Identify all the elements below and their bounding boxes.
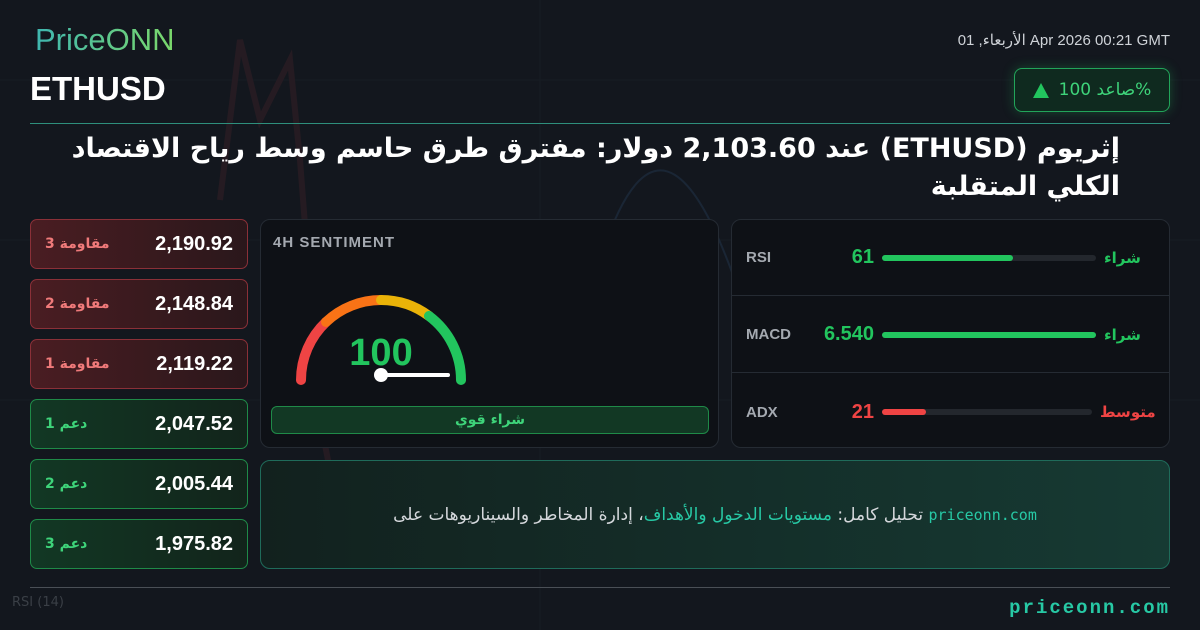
cta-site: priceonn.com — [928, 505, 1037, 524]
indicator-signal: شراء — [1104, 325, 1141, 344]
gauge-pivot — [374, 368, 388, 382]
level-label: دعم 1 — [45, 416, 88, 432]
resistance-level: مقاومة 2 2,148.84 — [30, 279, 248, 329]
timestamp: 01 ,الأربعاء Apr 2026 00:21 GMT — [957, 32, 1170, 49]
trend-badge: %صاعد 100 — [1014, 68, 1170, 112]
indicator-signal: متوسط — [1100, 403, 1156, 421]
indicator-value: 61 — [851, 246, 874, 268]
level-value: 1,975.82 — [155, 532, 233, 555]
level-value: 2,005.44 — [155, 472, 233, 495]
cta-entry-link[interactable]: مستويات الدخول والأهداف — [643, 504, 832, 525]
level-label: دعم 2 — [45, 476, 88, 492]
gauge-red-segment — [296, 317, 331, 385]
indicator-name: RSI — [746, 249, 772, 266]
indicator-row-adx: ADX 21 متوسط — [732, 374, 1169, 447]
priceonn-logo: PriceONN — [35, 22, 175, 57]
level-label: دعم 3 — [45, 536, 88, 552]
sentiment-value: 100 — [349, 332, 413, 374]
indicator-bar — [882, 331, 1096, 338]
header-divider — [30, 123, 1170, 124]
support-level: دعم 2 2,005.44 — [30, 459, 248, 509]
level-value: 2,190.92 — [155, 232, 233, 255]
indicator-row-macd: MACD 6.540 شراء — [732, 297, 1169, 373]
trend-badge-label: %صاعد 100 — [1058, 80, 1152, 100]
indicator-bar-fill — [882, 409, 927, 415]
rsi-label: RSI — [12, 595, 34, 610]
symbol-title: ETHUSD — [30, 70, 166, 107]
resistance-level: مقاومة 1 2,119.22 — [30, 339, 248, 389]
indicator-value: 21 — [851, 400, 874, 423]
gauge-orange-segment — [321, 295, 386, 327]
indicator-bar-fill — [882, 331, 1096, 338]
level-value: 2,119.22 — [156, 352, 233, 375]
indicator-value: 6.540 — [823, 323, 874, 345]
triangle-up-icon — [1032, 82, 1049, 98]
indicator-bar-fill — [882, 254, 1013, 261]
cta-text-2: ، إدارة المخاطر والسيناريوهات على — [393, 504, 644, 525]
indicator-bar — [882, 409, 1092, 415]
sentiment-heading: 4H SENTIMENT — [273, 234, 396, 251]
support-level: دعم 3 1,975.82 — [30, 519, 248, 569]
indicator-row-rsi: RSI 61 شراء — [732, 220, 1169, 296]
level-label: مقاومة 2 — [45, 296, 110, 312]
indicator-name: MACD — [746, 326, 791, 343]
headline: إثريوم (ETHUSD) عند 2,103.60 دولار: مفتر… — [71, 133, 1120, 202]
support-level: دعم 1 2,047.52 — [30, 399, 248, 449]
footer-site[interactable]: priceonn.com — [1009, 597, 1170, 619]
rsi-period: (14) — [37, 595, 64, 610]
indicators-card: RSI 61 شراء MACD 6.540 شراء ADX 21 متوسط — [731, 219, 1170, 448]
resistance-level: مقاومة 3 2,190.92 — [30, 219, 248, 269]
background-rsi-label: RSI (14) — [12, 595, 64, 610]
gauge-green-segment — [424, 311, 466, 385]
full-analysis-link[interactable]: priceonn.com تحليل كامل: مستويات الدخول … — [260, 460, 1170, 569]
cta-text: تحليل كامل: — [831, 504, 929, 525]
level-value: 2,047.52 — [155, 412, 233, 435]
indicator-bar — [882, 254, 1096, 261]
sentiment-card: 4H SENTIMENT 100 شراء قوي — [260, 219, 719, 448]
sentiment-verdict: شراء قوي — [271, 406, 709, 434]
sentiment-gauge — [296, 295, 466, 385]
level-value: 2,148.84 — [155, 292, 233, 315]
indicator-signal: شراء — [1104, 248, 1141, 267]
indicator-name: ADX — [746, 403, 778, 421]
level-label: مقاومة 3 — [45, 236, 110, 252]
gauge-yellow-segment — [376, 295, 434, 321]
level-label: مقاومة 1 — [45, 356, 110, 372]
footer-divider — [30, 587, 1170, 588]
